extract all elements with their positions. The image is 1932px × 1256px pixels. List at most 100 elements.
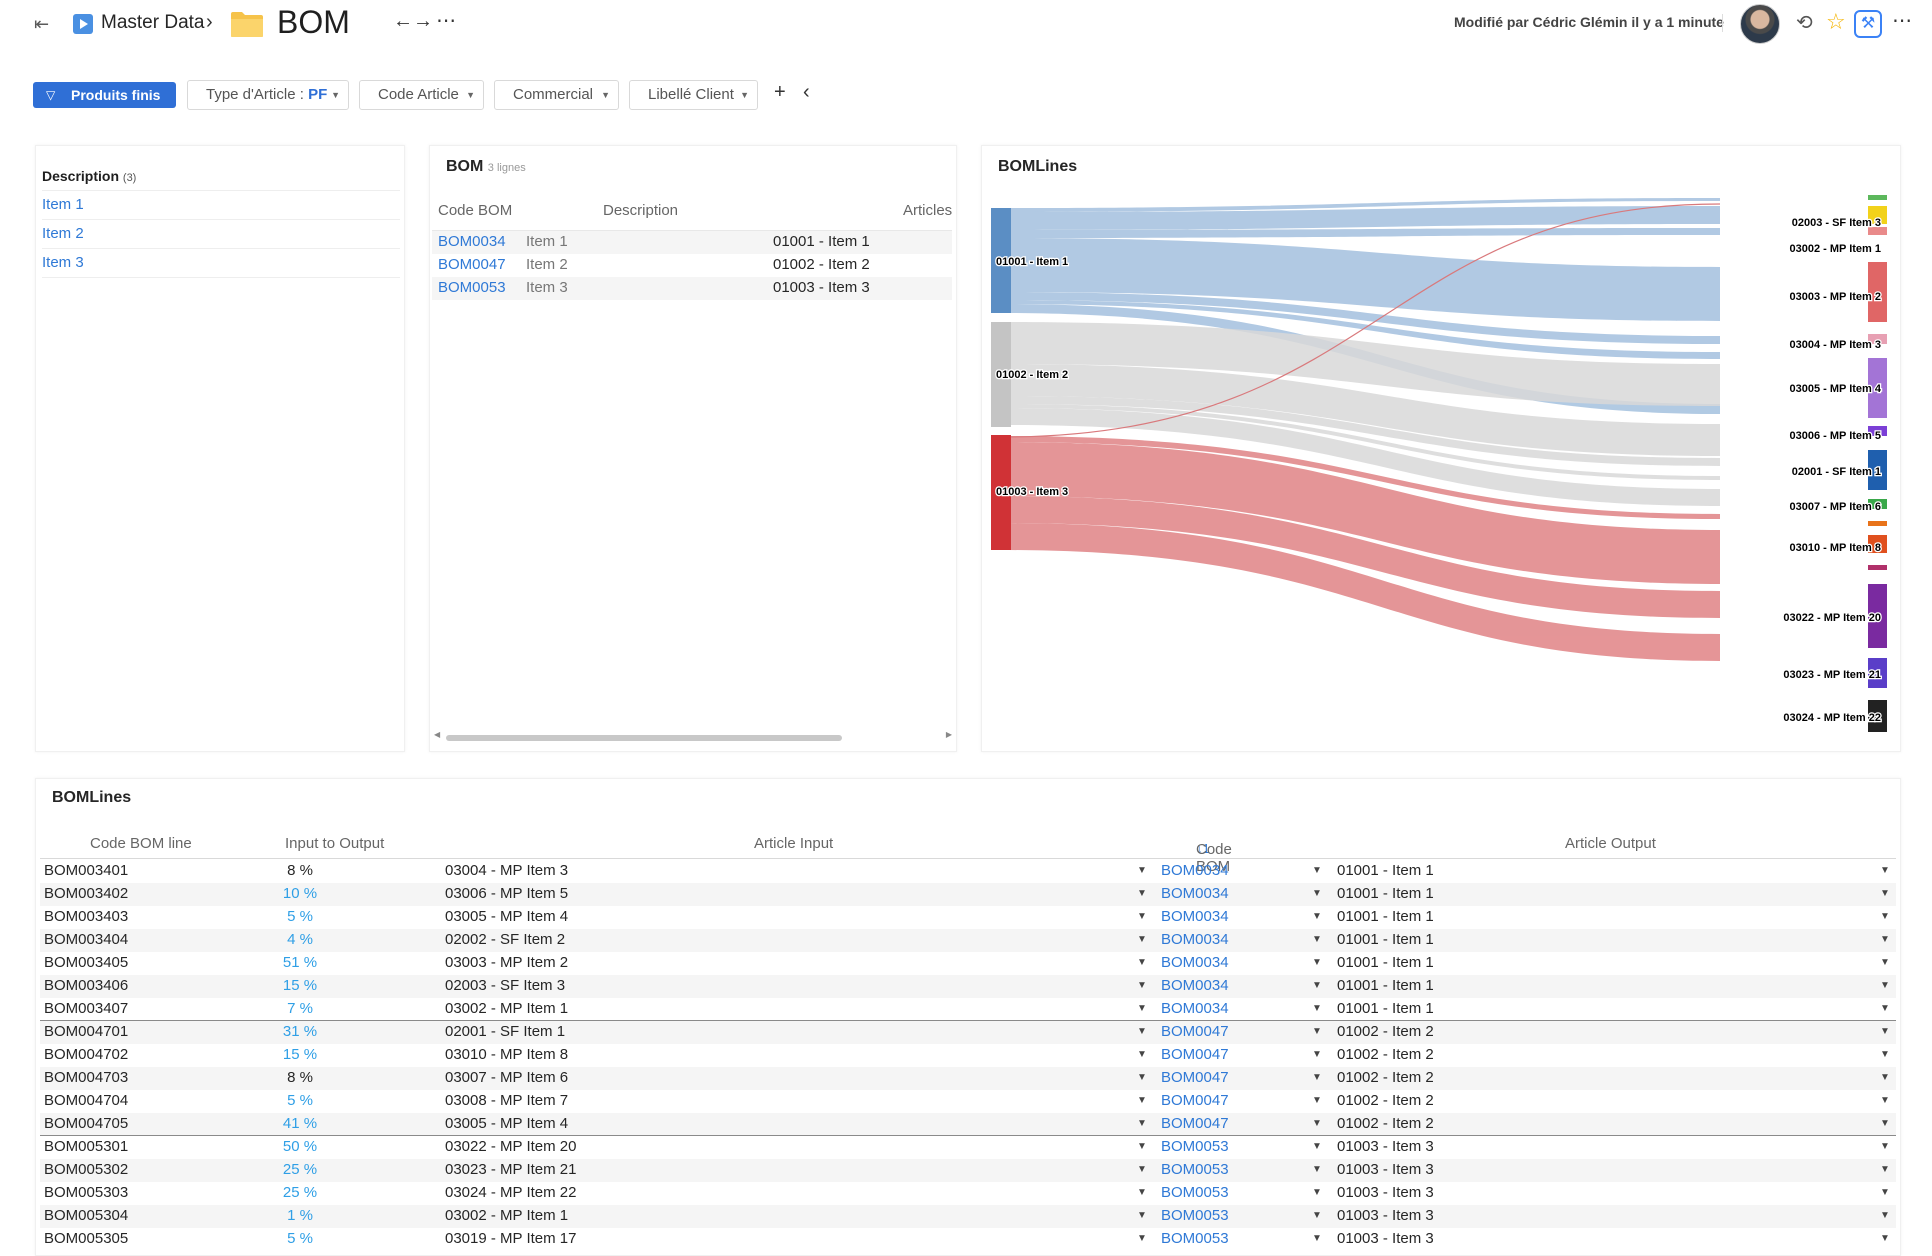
avatar[interactable] [1740,4,1780,44]
table-row[interactable]: BOM003401 8 % 03004 - MP Item 3 ▼ BOM0034 ▼ 01… [40,860,1896,883]
chevron-down-icon[interactable]: ▼ [1880,1164,1890,1175]
collapse-filters-icon[interactable]: ‹ [803,81,810,103]
horizontal-scrollbar[interactable]: ◀ ▶ [434,730,952,744]
sankey-link[interactable] [1001,364,1720,456]
sankey-link[interactable] [1001,442,1720,584]
table-row[interactable]: BOM0047 Item 2 01002 - Item 2 [432,254,952,277]
input-to-output-value[interactable]: 1 % [287,1207,313,1224]
chevron-down-icon[interactable]: ▼ [1312,1233,1322,1244]
article-output-value[interactable]: 01003 - Item 3 [1337,1138,1434,1155]
article-input-value[interactable]: 03002 - MP Item 1 [445,1000,569,1017]
chevron-down-icon[interactable]: ▼ [1137,980,1147,991]
table-row[interactable]: BOM003402 10 % 03006 - MP Item 5 ▼ BOM0034 ▼ 0… [40,883,1896,906]
breadcrumb-master-data[interactable]: Master Data [101,12,205,33]
chevron-down-icon[interactable]: ▼ [1312,911,1322,922]
sankey-node-02003[interactable] [1868,206,1887,224]
code-bom-link[interactable]: BOM0053 [1161,1230,1229,1247]
article-input-value[interactable]: 03007 - MP Item 6 [445,1069,569,1086]
chevron-down-icon[interactable]: ▼ [1137,957,1147,968]
bom-code-link[interactable]: BOM0053 [438,279,506,296]
input-to-output-value[interactable]: 41 % [282,1115,318,1132]
add-filter-icon[interactable]: + [774,81,786,103]
sankey-node-03024[interactable] [1868,700,1887,732]
scrollbar-thumb[interactable] [446,735,842,741]
chevron-down-icon[interactable]: ▼ [1137,1210,1147,1221]
chevron-down-icon[interactable]: ▼ [1312,1072,1322,1083]
table-row[interactable]: BOM004703 8 % 03007 - MP Item 6 ▼ BOM0047 ▼ 01… [40,1067,1896,1090]
article-output-value[interactable]: 01002 - Item 2 [1337,1069,1434,1086]
sankey-node-02001[interactable] [1868,450,1887,490]
sankey-node-01001[interactable] [991,208,1011,313]
sankey-link[interactable] [1001,523,1720,661]
chevron-down-icon[interactable]: ▼ [1312,980,1322,991]
article-output-value[interactable]: 01003 - Item 3 [1337,1230,1434,1247]
chevron-down-icon[interactable]: ▼ [1312,1049,1322,1060]
chevron-down-icon[interactable]: ▼ [1137,1164,1147,1175]
input-to-output-value[interactable]: 4 % [287,931,313,948]
article-input-value[interactable]: 03003 - MP Item 2 [445,954,569,971]
code-bom-link[interactable]: BOM0053 [1161,1184,1229,1201]
filter-type-article[interactable]: Type d'Article : PF ▼ [187,80,349,110]
history-icon[interactable]: ⟲ [1796,12,1813,34]
code-bom-link[interactable]: BOM0034 [1161,862,1229,879]
chevron-down-icon[interactable]: ▼ [1880,1210,1890,1221]
chevron-down-icon[interactable]: ▼ [1880,1003,1890,1014]
article-output-value[interactable]: 01003 - Item 3 [1337,1207,1434,1224]
article-input-value[interactable]: 03010 - MP Item 8 [445,1046,569,1063]
chevron-down-icon[interactable]: ▼ [1312,1164,1322,1175]
chevron-down-icon[interactable]: ▼ [1880,865,1890,876]
article-input-value[interactable]: 03022 - MP Item 20 [445,1138,577,1155]
article-output-value[interactable]: 01003 - Item 3 [1337,1161,1434,1178]
article-input-value[interactable]: 03004 - MP Item 3 [445,862,569,879]
sankey-node-01003[interactable] [991,435,1011,550]
table-row[interactable]: BOM003405 51 % 03003 - MP Item 2 ▼ BOM0034 ▼ 0… [40,952,1896,975]
chevron-down-icon[interactable]: ▼ [1137,888,1147,899]
article-input-value[interactable]: 02003 - SF Item 3 [445,977,566,994]
more-menu-icon[interactable]: ⋯ [1892,10,1912,32]
input-to-output-value[interactable]: 31 % [282,1023,318,1040]
sankey-link[interactable] [1001,228,1720,238]
article-input-value[interactable]: 03024 - MP Item 22 [445,1184,577,1201]
sankey-link[interactable] [1001,396,1720,466]
article-output-value[interactable]: 01001 - Item 1 [1337,862,1434,879]
chevron-down-icon[interactable]: ▼ [1137,1233,1147,1244]
table-row[interactable]: BOM003404 4 % 02002 - SF Item 2 ▼ BOM0034 ▼ 01… [40,929,1896,952]
article-output-value[interactable]: 01001 - Item 1 [1337,954,1434,971]
code-bom-link[interactable]: BOM0047 [1161,1069,1229,1086]
article-output-value[interactable]: 01003 - Item 3 [1337,1184,1434,1201]
input-to-output-value[interactable]: 5 % [287,908,313,925]
bom-code-link[interactable]: BOM0034 [438,233,506,250]
sankey-node-03010[interactable] [1868,535,1887,553]
chevron-down-icon[interactable]: ▼ [1137,1187,1147,1198]
input-to-output-value[interactable]: 5 % [287,1230,313,1247]
article-input-value[interactable]: 03006 - MP Item 5 [445,885,569,902]
code-bom-link[interactable]: BOM0034 [1161,977,1229,994]
table-row[interactable]: BOM004704 5 % 03008 - MP Item 7 ▼ BOM0047 ▼ 01… [40,1090,1896,1113]
chevron-down-icon[interactable]: ▼ [1312,1003,1322,1014]
chevron-down-icon[interactable]: ▼ [1880,1141,1890,1152]
code-bom-link[interactable]: BOM0034 [1161,931,1229,948]
chevron-down-icon[interactable]: ▼ [1312,888,1322,899]
chevron-down-icon[interactable]: ▼ [1880,1049,1890,1060]
sankey-node-01002[interactable] [991,322,1011,427]
article-input-value[interactable]: 02002 - SF Item 2 [445,931,566,948]
chevron-down-icon[interactable]: ▼ [1137,1072,1147,1083]
sankey-link[interactable] [1001,408,1720,506]
table-row[interactable]: BOM005303 25 % 03024 - MP Item 22 ▼ BOM0053 ▼… [40,1182,1896,1205]
sankey-link[interactable] [1001,300,1720,359]
chevron-down-icon[interactable]: ▼ [1880,957,1890,968]
code-bom-link[interactable]: BOM0053 [1161,1207,1229,1224]
input-to-output-value[interactable]: 7 % [287,1000,313,1017]
sankey-node-03003[interactable] [1868,262,1887,322]
article-input-value[interactable]: 03019 - MP Item 17 [445,1230,577,1247]
scroll-right-icon[interactable]: ▶ [945,730,952,739]
code-bom-link[interactable]: BOM0034 [1161,908,1229,925]
sankey-link[interactable] [1000,203,1721,438]
column-header-article-output[interactable]: Article Output [1565,835,1656,852]
table-row[interactable]: BOM005302 25 % 03023 - MP Item 21 ▼ BOM0053 ▼… [40,1159,1896,1182]
code-bom-link[interactable]: BOM0047 [1161,1023,1229,1040]
filter-code-article[interactable]: Code Article ▼ [359,80,484,110]
chevron-down-icon[interactable]: ▼ [1880,1187,1890,1198]
input-to-output-value[interactable]: 5 % [287,1092,313,1109]
chevron-down-icon[interactable]: ▼ [1137,1003,1147,1014]
